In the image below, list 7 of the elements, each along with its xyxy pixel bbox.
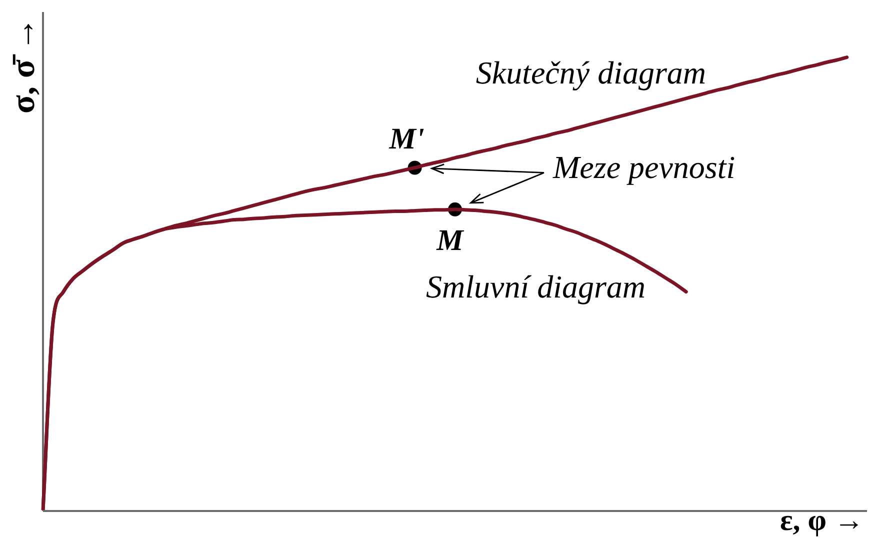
series-label: Smluvní diagram <box>426 268 646 304</box>
annotation: M' <box>388 122 424 156</box>
legend-label: Meze pevnosti <box>552 149 736 186</box>
x-axis-title: ε, φ → <box>780 504 864 537</box>
y-axis-title: σ, σ̄ → <box>4 17 42 114</box>
annotation: M <box>436 224 465 258</box>
series-label: Skutečný diagram <box>476 54 706 91</box>
